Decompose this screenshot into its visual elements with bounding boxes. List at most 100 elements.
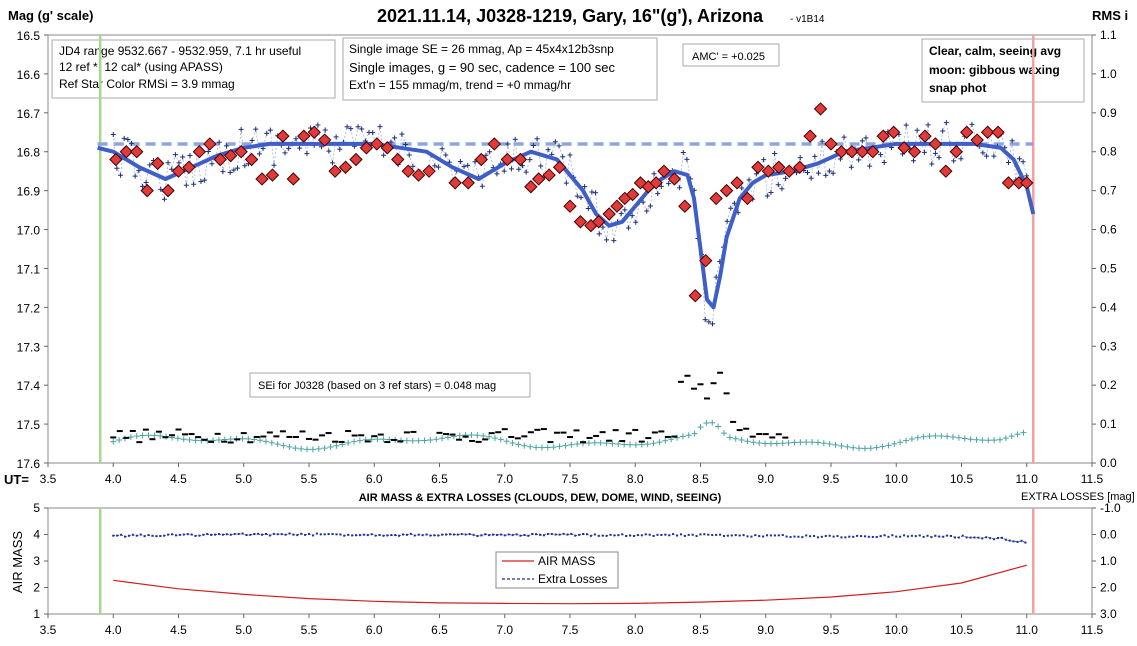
single-image-point	[129, 140, 135, 146]
rms-point	[767, 440, 774, 447]
rms-point	[838, 442, 845, 449]
extra-losses-point	[495, 533, 498, 536]
extra-losses-point	[280, 533, 283, 536]
rms-point	[315, 445, 322, 452]
extra-losses-point	[264, 532, 267, 535]
extra-losses-point	[527, 534, 530, 537]
extra-losses-point	[985, 536, 988, 539]
extra-losses-point	[1012, 540, 1015, 543]
single-image-point	[256, 151, 262, 157]
single-image-point	[878, 152, 884, 158]
rms-point	[345, 439, 352, 446]
extra-losses-point	[511, 534, 514, 537]
binned-point	[130, 145, 144, 159]
extra-losses-point	[558, 533, 561, 536]
amc-text: AMC' = +0.025	[692, 51, 765, 63]
y-tick-label: 16.6	[17, 68, 41, 82]
binned-point	[610, 199, 624, 213]
binned-point	[359, 141, 374, 155]
single-image-point	[680, 150, 686, 156]
single-image-point	[534, 136, 540, 142]
rms-point	[944, 433, 951, 440]
single-image-point	[538, 163, 544, 169]
rms-point	[227, 436, 234, 443]
jd-line-1: JD4 range 9532.667 - 9532.959, 7.1 hr us…	[59, 44, 301, 58]
single-image-point	[121, 135, 127, 141]
y-tick-label: 16.8	[17, 146, 41, 160]
y2-tick-label: 0.1	[1100, 417, 1117, 431]
binned-point	[370, 137, 384, 151]
single-image-point	[110, 131, 116, 137]
single-image-point	[706, 319, 712, 325]
single-image-point	[337, 146, 343, 152]
y2-tick-label: 0.8	[1100, 145, 1117, 159]
single-image-point	[969, 121, 975, 127]
single-image-point	[1020, 159, 1026, 165]
binned-point	[855, 145, 870, 159]
single-image-point	[958, 156, 964, 162]
rms-point	[215, 436, 222, 443]
extra-losses-tick-label: 3.0	[1100, 607, 1117, 621]
rms-point	[785, 439, 792, 446]
binned-point	[970, 133, 984, 147]
single-image-point	[1005, 160, 1011, 166]
rms-point	[368, 436, 375, 443]
extra-losses-point	[523, 533, 526, 536]
single-image-point	[746, 177, 752, 183]
rms-point	[979, 437, 986, 444]
single-image-point	[622, 207, 628, 213]
extra-losses-point	[120, 533, 123, 536]
single-image-point	[139, 183, 145, 189]
extra-losses-point	[488, 534, 491, 537]
bottom-x-tick-label: 11.5	[1081, 623, 1104, 637]
y-tick-label: 16.9	[17, 185, 41, 199]
single-image-point	[355, 124, 361, 130]
rms-point	[756, 440, 763, 447]
weather-box: Clear, calm, seeing avg moon: gibbous wa…	[921, 38, 1085, 103]
single-image-point	[560, 154, 566, 160]
rms-point	[380, 436, 387, 443]
single-image-point	[823, 172, 829, 178]
rms-point	[180, 436, 187, 443]
y-tick-label: 17.0	[17, 224, 41, 238]
extra-losses-tick-label: -1.0	[1100, 501, 1121, 515]
rms-point	[638, 441, 645, 448]
extra-losses-point	[261, 533, 264, 536]
rms-point	[257, 437, 264, 444]
single-image-point	[567, 152, 573, 158]
binned-point	[699, 253, 713, 268]
extra-losses-tick-label: 1.0	[1100, 554, 1117, 568]
rms-point	[826, 440, 833, 447]
x-tick-label: 5.0	[235, 472, 252, 486]
binned-point	[182, 160, 196, 174]
rms-point	[309, 446, 316, 453]
rms-point	[627, 441, 634, 448]
bottom-x-tick-label: 4.5	[170, 623, 187, 637]
y2-tick-label: 0.9	[1100, 106, 1117, 120]
legend-airmass-label: AIR MASS	[538, 554, 595, 568]
rms-point	[239, 435, 246, 442]
rms-point	[403, 437, 410, 444]
rms-point	[662, 437, 669, 444]
single-image-point	[710, 321, 716, 327]
binned-point	[474, 152, 488, 167]
binned-point	[1020, 176, 1034, 190]
bottom-x-tick-label: 8.5	[692, 623, 709, 637]
single-image-point	[991, 153, 997, 159]
single-image-point	[925, 122, 931, 128]
rms-point	[685, 432, 692, 439]
single-image-point	[1016, 156, 1022, 162]
rms-point	[621, 441, 628, 448]
single-image-point	[984, 153, 990, 159]
single-image-point	[147, 162, 153, 168]
rms-point	[550, 444, 557, 451]
rms-point	[110, 438, 117, 445]
light-curve-data	[97, 35, 1036, 463]
single-image-point	[943, 120, 949, 126]
binned-point	[960, 125, 974, 139]
rms-point	[903, 437, 910, 444]
y2-tick-label: 0.2	[1100, 378, 1117, 392]
binned-point	[140, 183, 154, 198]
extra-losses-axis-label: EXTRA LOSSES [mag]	[1021, 491, 1135, 503]
rms-point	[544, 444, 551, 451]
